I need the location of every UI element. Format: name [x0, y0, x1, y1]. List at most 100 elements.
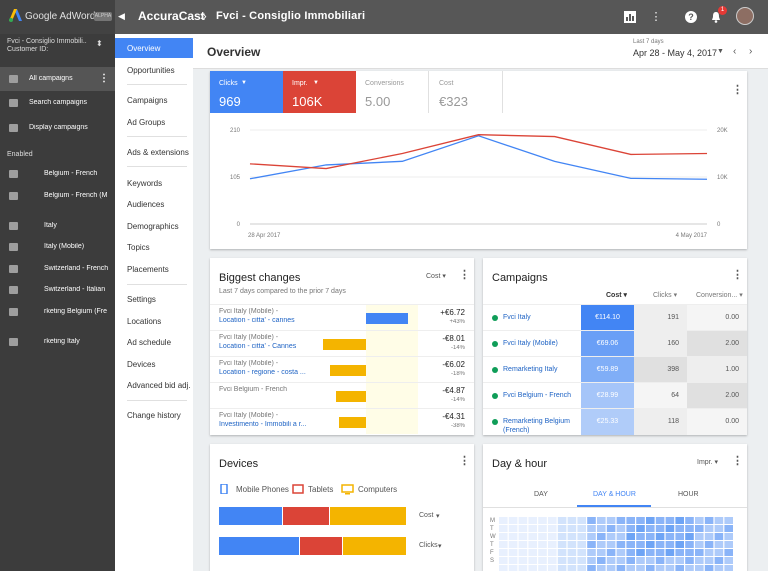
- dropdown-arrow-icon[interactable]: ▼: [241, 80, 247, 86]
- nav-ads-extensions[interactable]: Ads & extensions: [127, 148, 189, 157]
- metric-dropdown[interactable]: Impr. ▾: [697, 459, 719, 466]
- heatmap-cell: [567, 565, 577, 571]
- nav-demographics[interactable]: Demographics: [127, 222, 179, 231]
- sidebar-campaign-item[interactable]: Switzerland - French: [0, 259, 115, 279]
- more-vert-icon[interactable]: ⋮: [459, 455, 470, 467]
- more-vert-icon[interactable]: ⋮: [459, 269, 470, 281]
- metric-label[interactable]: Clicks: [219, 80, 238, 87]
- table-row[interactable]: Fvci Belgium - French -€4.87 -14%: [210, 382, 474, 408]
- nav-settings[interactable]: Settings: [127, 295, 156, 304]
- nav-keywords[interactable]: Keywords: [127, 179, 163, 188]
- table-row[interactable]: Fvci Italy (Mobile) - Location - citta' -…: [210, 330, 474, 356]
- more-vert-icon[interactable]: ⋮: [732, 269, 743, 281]
- more-vert-icon[interactable]: ⋮: [99, 73, 109, 84]
- metric-impressions[interactable]: Impr. ▼ 106K: [283, 71, 356, 113]
- sidebar-item-all-campaigns[interactable]: All campaigns ⋮: [0, 67, 115, 91]
- column-header-clicks[interactable]: Clicks ▾: [653, 292, 678, 299]
- more-vert-icon[interactable]: ⋮: [650, 11, 662, 23]
- status-enabled-icon: [492, 367, 498, 373]
- device-bar-segment: [343, 537, 406, 555]
- nav-locations[interactable]: Locations: [127, 317, 162, 326]
- dropdown-arrow-icon[interactable]: ▾: [436, 513, 440, 520]
- row-target[interactable]: Location - citta' - cannes: [219, 317, 295, 324]
- sidebar-campaign-item[interactable]: Italy (Mobile): [0, 237, 115, 257]
- display-icon: [9, 308, 18, 316]
- sidebar-campaign-item[interactable]: Belgium - French (M: [0, 186, 115, 206]
- cost-cell: €28.99: [581, 383, 634, 409]
- heatmap-cell: [675, 549, 684, 556]
- campaign-name[interactable]: Remarketing Italy: [503, 366, 558, 373]
- chevron-right-icon[interactable]: ›: [749, 46, 753, 57]
- dropdown-arrow-icon[interactable]: ▼: [313, 80, 319, 86]
- metric-clicks[interactable]: Clicks ▼ 969: [210, 71, 283, 113]
- date-range-picker[interactable]: Apr 28 - May 4, 2017: [633, 48, 718, 58]
- table-row[interactable]: Fvci Italy (Mobile) - Location - regione …: [210, 356, 474, 382]
- metric-conversions[interactable]: Conversions 5.00: [356, 71, 429, 113]
- more-vert-icon[interactable]: ⋮: [732, 455, 743, 467]
- metric-dropdown[interactable]: Cost ▾: [426, 273, 446, 280]
- campaign-name[interactable]: Fvci Italy: [503, 314, 531, 321]
- nav-change-history[interactable]: Change history: [127, 411, 181, 420]
- account-switch-icon[interactable]: ⬍: [96, 39, 103, 48]
- notifications-icon[interactable]: [708, 9, 724, 25]
- table-row[interactable]: Fvci Italy (Mobile) - Location - citta' -…: [210, 304, 474, 330]
- tab-hour[interactable]: HOUR: [678, 491, 699, 498]
- heatmap-cell: [557, 565, 567, 571]
- campaign-name[interactable]: Fvci Belgium - French: [503, 392, 572, 399]
- table-row[interactable]: Remarketing Belgium (French) €25.33 118 0.0…: [483, 408, 747, 435]
- nav-ad-groups[interactable]: Ad Groups: [127, 118, 166, 127]
- table-row[interactable]: Fvci Belgium - French €28.99 64 2.00: [483, 382, 747, 409]
- nav-devices[interactable]: Devices: [127, 360, 156, 369]
- table-row[interactable]: Fvci Italy €114.10 191 0.00: [483, 304, 747, 331]
- metric-label[interactable]: Cost: [439, 80, 454, 87]
- table-row[interactable]: Fvci Italy (Mobile) €69.06 160 2.00: [483, 330, 747, 357]
- account-name[interactable]: AccuraCast: [138, 9, 205, 23]
- metric-label[interactable]: Conversions: [365, 80, 404, 87]
- nav-ad-schedule[interactable]: Ad schedule: [127, 338, 172, 347]
- sidebar-item-search-campaigns[interactable]: Search campaigns: [0, 93, 115, 113]
- heatmap-cell: [724, 565, 733, 571]
- metric-label[interactable]: Impr.: [292, 80, 308, 87]
- reports-icon[interactable]: [622, 9, 638, 25]
- sidebar-campaign-item[interactable]: Switzerland - Italian: [0, 280, 115, 300]
- nav-advanced-bid-adj[interactable]: Advanced bid adj.: [127, 381, 191, 390]
- nav-placements[interactable]: Placements: [127, 265, 169, 274]
- breadcrumb-campaign[interactable]: Fvci - Consiglio Immobiliari: [216, 10, 366, 22]
- sidebar-item-display-campaigns[interactable]: Display campaigns: [0, 118, 115, 138]
- device-metric-dropdown[interactable]: Clicks: [419, 542, 438, 549]
- row-target[interactable]: Location - regione - costa ...: [219, 369, 306, 376]
- avatar[interactable]: [736, 7, 754, 25]
- help-icon[interactable]: ?: [683, 9, 699, 25]
- sidebar-campaign-item[interactable]: rketing Belgium (Fre: [0, 302, 115, 322]
- sidebar-campaign-item[interactable]: Italy: [0, 216, 115, 236]
- row-target[interactable]: Investimento - Immobili a r...: [219, 421, 307, 428]
- row-target[interactable]: Location - citta' - Cannes: [219, 343, 297, 350]
- dropdown-arrow-icon[interactable]: ▾: [438, 543, 442, 550]
- nav-opportunities[interactable]: Opportunities: [127, 66, 175, 75]
- device-metric-dropdown[interactable]: Cost: [419, 512, 434, 519]
- tab-day[interactable]: DAY: [534, 491, 548, 498]
- customer-name[interactable]: Fvci - Consiglio Immobili..: [7, 38, 87, 45]
- column-header-conversions[interactable]: Conversion... ▾: [696, 292, 743, 299]
- campaign-name[interactable]: Fvci Italy (Mobile): [503, 340, 558, 347]
- card-subtitle: Last 7 days compared to the prior 7 days: [219, 288, 346, 295]
- nav-topics[interactable]: Topics: [127, 243, 150, 252]
- campaign-name[interactable]: Remarketing Belgium (French): [503, 418, 570, 434]
- table-row[interactable]: Fvci Italy (Mobile) - Investimento - Immo…: [210, 408, 474, 434]
- table-row[interactable]: Remarketing Italy €59.89 398 1.00: [483, 356, 747, 383]
- nav-audiences[interactable]: Audiences: [127, 200, 165, 209]
- sidebar-campaign-item[interactable]: rketing Italy: [0, 332, 115, 352]
- chevron-left-icon[interactable]: ‹: [733, 46, 737, 57]
- nav-campaigns[interactable]: Campaigns: [127, 96, 168, 105]
- collapse-sidebar-icon[interactable]: ◀: [118, 11, 125, 21]
- sidebar-campaign-item[interactable]: Belgium - French: [0, 164, 115, 184]
- nav-overview[interactable]: Overview: [115, 38, 193, 58]
- column-header-cost[interactable]: Cost ▾: [606, 292, 628, 299]
- change-bar: [339, 417, 366, 428]
- brand[interactable]: Google AdWords ALPHA: [0, 0, 115, 34]
- more-vert-icon[interactable]: ⋮: [732, 84, 743, 96]
- notification-badge: 1: [718, 6, 727, 15]
- tab-day-and-hour[interactable]: DAY & HOUR: [593, 491, 636, 498]
- metric-cost[interactable]: Cost €323: [430, 71, 503, 113]
- dropdown-arrow-icon[interactable]: ▼: [717, 48, 724, 55]
